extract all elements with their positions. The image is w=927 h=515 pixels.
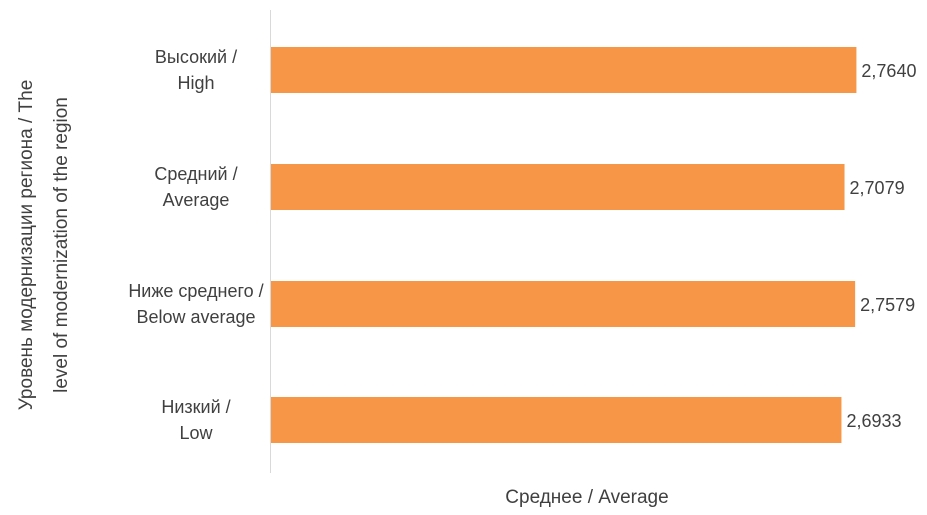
bars-group — [271, 47, 857, 443]
data-label: 2,7640 — [861, 61, 916, 81]
category-label: Средний / Average — [154, 164, 237, 210]
bar — [271, 164, 845, 210]
category-label: Высокий / High — [155, 47, 237, 93]
category-label-line: Высокий / — [155, 47, 237, 67]
bar — [271, 47, 857, 93]
category-label-line: Средний / — [154, 164, 237, 184]
data-label: 2,7579 — [860, 295, 915, 315]
category-label-line: Below average — [136, 307, 255, 327]
x-axis-title: Среднее / Average — [505, 487, 668, 508]
category-label: Низкий / Low — [161, 397, 230, 443]
category-labels-group: Высокий / High Средний / Average Ниже средне… — [128, 47, 263, 443]
category-label-line: Ниже среднего / — [128, 281, 263, 301]
y-axis-title-line-2: level of modernization of the region — [51, 97, 72, 393]
y-axis-title: Уровень модернизации региона / The level… — [16, 80, 72, 411]
data-label: 2,7079 — [850, 178, 905, 198]
data-labels-group: 2,7640 2,7079 2,7579 2,6933 — [846, 61, 916, 431]
category-label-line: High — [177, 73, 214, 93]
category-label-line: Низкий / — [161, 397, 230, 417]
category-label-line: Low — [179, 423, 213, 443]
category-label-line: Average — [163, 190, 230, 210]
y-axis-title-line-1: Уровень модернизации региона / The — [16, 80, 37, 411]
bar — [271, 281, 856, 327]
category-label: Ниже среднего / Below average — [128, 281, 263, 327]
data-label: 2,6933 — [846, 411, 901, 431]
bar — [271, 397, 842, 443]
